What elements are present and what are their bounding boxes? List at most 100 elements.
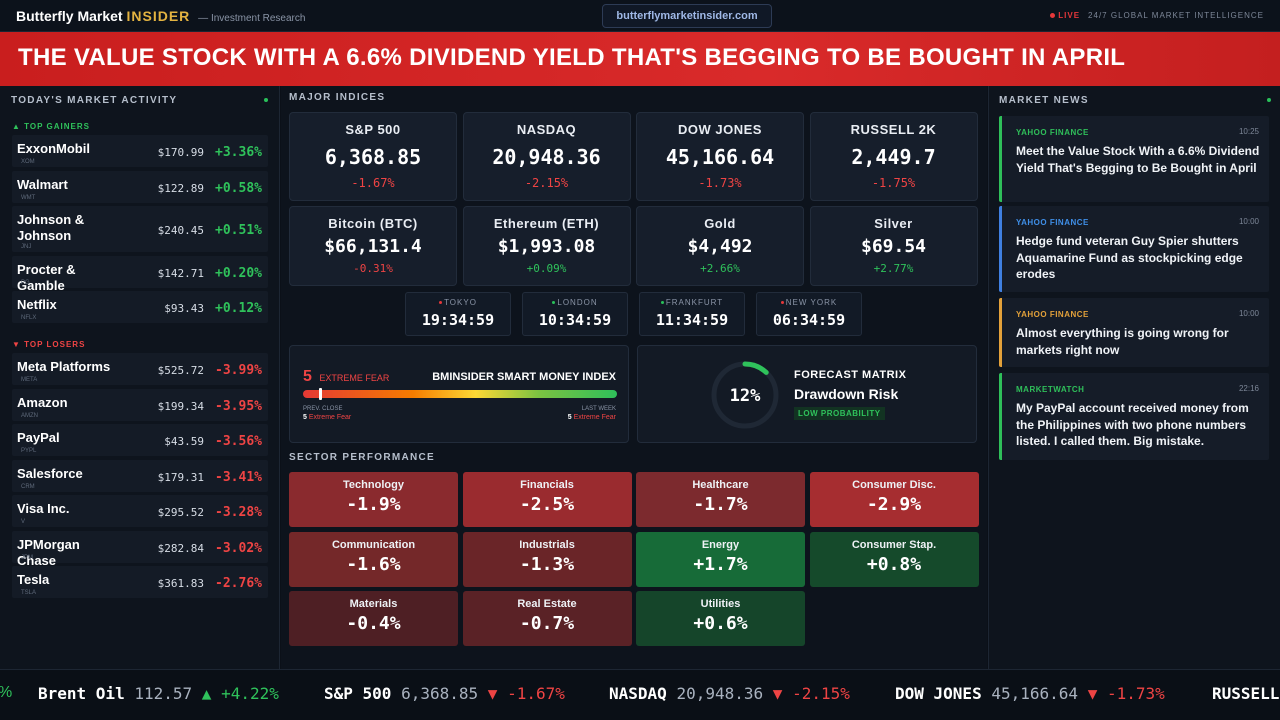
news-item[interactable]: YAHOO FINANCE 10:00 Hedge fund veteran Guy… — [999, 206, 1269, 292]
sector-name: Consumer Disc. — [852, 479, 936, 491]
headline-banner[interactable]: THE VALUE STOCK WITH A 6.6% DIVIDEND YIE… — [0, 32, 1280, 86]
sector-tile[interactable]: Healthcare -1.7% — [636, 472, 805, 527]
stock-name: Walmart — [17, 176, 68, 192]
stock-price: $93.43 — [164, 302, 204, 315]
news-headline: Almost everything is going wrong for mar… — [1016, 326, 1229, 357]
sector-name: Healthcare — [692, 479, 749, 491]
sector-change: -1.9% — [346, 494, 401, 515]
sector-change: -1.7% — [693, 494, 748, 515]
sector-tile[interactable]: Communication -1.6% — [289, 531, 458, 587]
ticker-change: +4.22% — [221, 684, 279, 703]
sector-name: Utilities — [700, 598, 741, 610]
stock-row[interactable]: Walmart WMT $122.89 +0.58% — [12, 170, 268, 203]
news-headline: Hedge fund veteran Guy Spier shutters Aq… — [1016, 234, 1243, 281]
stock-row[interactable]: Amazon AMZN $199.34 -3.95% — [12, 388, 268, 421]
stock-ticker: PG — [21, 279, 30, 286]
prev-close-reading: 5 Extreme Fear — [303, 414, 351, 421]
stock-change: -2.76% — [215, 576, 262, 591]
stock-ticker: JPM — [21, 554, 33, 561]
site-url[interactable]: butterflymarketinsider.com — [602, 4, 772, 28]
stock-change: -3.99% — [215, 363, 262, 378]
news-item[interactable]: MARKETWATCH 22:16 My PayPal account receiv… — [999, 373, 1269, 460]
index-value: 6,368.85 — [324, 145, 422, 169]
stock-row[interactable]: Procter & Gamble PG $142.71 +0.20% — [12, 255, 268, 293]
sector-name: Communication — [331, 538, 416, 551]
sector-tile[interactable]: Real Estate -0.7% — [462, 591, 632, 646]
stock-ticker: AMZN — [21, 412, 38, 419]
prev-close-label: PREV. CLOSE — [303, 406, 343, 412]
stock-price: $142.71 — [157, 266, 204, 280]
stock-row[interactable]: Meta Platforms META $525.72 -3.99% — [12, 353, 268, 385]
ticker-item[interactable]: DOW JONES 45,166.64 ▼ -1.73% — [895, 684, 1165, 703]
smart-money-title: BMINSIDER SMART MONEY INDEX — [432, 371, 616, 383]
index-card[interactable]: Ethereum (ETH) $1,993.08 +0.09% — [462, 206, 631, 286]
news-item[interactable]: YAHOO FINANCE 10:00 Almost everything is g… — [999, 298, 1269, 367]
index-card[interactable]: S&P 500 6,368.85 -1.67% — [289, 112, 457, 201]
index-card[interactable]: Bitcoin (BTC) $66,131.4 -0.31% — [289, 206, 457, 286]
headline-text: THE VALUE STOCK WITH A 6.6% DIVIDEND YIE… — [18, 44, 1126, 71]
stock-price: $295.52 — [157, 506, 204, 519]
ticker-change: -1.73% — [1106, 684, 1165, 703]
clock-city: FRANKFURT — [665, 298, 724, 307]
stock-row[interactable]: Salesforce CRM $179.31 -3.41% — [12, 459, 268, 492]
ticker-item[interactable]: S&P 500 6,368.85 ▼ -1.67% — [324, 684, 565, 703]
probability-badge: LOW PROBABILITY — [794, 407, 885, 420]
market-activity-title: TODAY'S MARKET ACTIVITY — [11, 95, 178, 106]
smart-money-card[interactable]: 5 EXTREME FEAR BMINSIDER SMART MONEY IND… — [289, 345, 629, 443]
sector-tile[interactable]: Materials -0.4% — [289, 591, 458, 646]
stock-row[interactable]: Netflix NFLX $93.43 +0.12% — [12, 291, 268, 323]
stock-ticker: XOM — [21, 159, 35, 165]
smart-money-label: EXTREME FEAR — [319, 373, 390, 383]
index-card[interactable]: Gold $4,492 +2.66% — [636, 206, 804, 286]
smart-money-value: 5 — [303, 368, 312, 385]
index-card[interactable]: DOW JONES 45,166.64 -1.73% — [636, 112, 804, 201]
sector-name: Real Estate — [517, 598, 577, 610]
stock-row[interactable]: ExxonMobil XOM $170.99 +3.36% — [12, 135, 268, 167]
market-status-dot-icon — [660, 301, 664, 305]
news-source: MARKETWATCH — [1016, 385, 1085, 394]
news-source: YAHOO FINANCE — [1016, 218, 1089, 227]
index-card[interactable]: NASDAQ 20,948.36 -2.15% — [462, 112, 631, 201]
stock-row[interactable]: Johnson & Johnson JNJ $240.45 +0.51% — [12, 206, 268, 252]
index-name: Gold — [704, 216, 736, 231]
stock-row[interactable]: Visa Inc. V $295.52 -3.28% — [12, 495, 268, 527]
major-indices-title: MAJOR INDICES — [289, 92, 386, 103]
forecast-title: FORECAST MATRIX — [794, 369, 907, 381]
smart-money-reading: 5 EXTREME FEAR — [303, 368, 389, 386]
stock-ticker: PYPL — [21, 448, 37, 454]
stock-row[interactable]: JPMorgan Chase JPM $282.84 -3.02% — [12, 530, 268, 568]
live-label: LIVE — [1058, 11, 1081, 20]
ticker-price: 45,166.64 — [991, 684, 1079, 703]
arrow-down-icon: ▼ — [772, 684, 783, 703]
ticker-item[interactable]: Brent Oil 112.57 ▲ +4.22% — [38, 684, 279, 703]
clock-time: 06:34:59 — [772, 311, 846, 329]
index-value: $69.54 — [860, 236, 927, 257]
sector-tile[interactable]: Utilities +0.6% — [636, 591, 805, 646]
sector-performance-title: SECTOR PERFORMANCE — [289, 452, 436, 463]
last-week-value: 5 — [567, 414, 572, 421]
gauge-marker — [318, 388, 322, 400]
news-item[interactable]: YAHOO FINANCE 10:25 Meet the Value Stock W… — [999, 116, 1269, 202]
stock-row[interactable]: Tesla TSLA $361.83 -2.76% — [12, 566, 268, 598]
ticker-item[interactable]: NASDAQ 20,948.36 ▼ -2.15% — [609, 684, 850, 703]
stock-price: $179.31 — [157, 470, 204, 484]
last-week-reading: 5 Extreme Fear — [568, 414, 616, 421]
sector-tile[interactable]: Technology -1.9% — [289, 472, 458, 527]
sector-tile[interactable]: Consumer Disc. -2.9% — [809, 472, 979, 527]
sector-tile[interactable]: Energy +1.7% — [636, 531, 805, 587]
brand-logo[interactable]: Butterfly Market INSIDER — Investment Re… — [16, 8, 305, 24]
index-card[interactable]: Silver $69.54 +2.77% — [809, 206, 978, 286]
stock-name: Tesla — [17, 572, 50, 587]
sector-tile[interactable]: Consumer Stap. +0.8% — [809, 531, 979, 587]
ticker-tape[interactable]: % Brent Oil 112.57 ▲ +4.22% S&P 500 6,368… — [0, 669, 1280, 720]
sector-tile[interactable]: Financials -2.5% — [462, 472, 632, 527]
stock-row[interactable]: PayPal PYPL $43.59 -3.56% — [12, 424, 268, 456]
index-card[interactable]: RUSSELL 2K 2,449.7 -1.75% — [809, 112, 978, 201]
stock-price: $122.89 — [157, 181, 204, 195]
sector-tile[interactable]: Industrials -1.3% — [462, 531, 632, 587]
forecast-card[interactable]: 12% FORECAST MATRIX Drawdown Risk LOW PR… — [637, 345, 977, 443]
ticker-item[interactable]: RUSSELL — [1212, 684, 1279, 703]
stock-ticker: NFLX — [21, 315, 37, 321]
market-status-dot-icon — [552, 301, 556, 305]
sector-name: Technology — [343, 479, 404, 491]
